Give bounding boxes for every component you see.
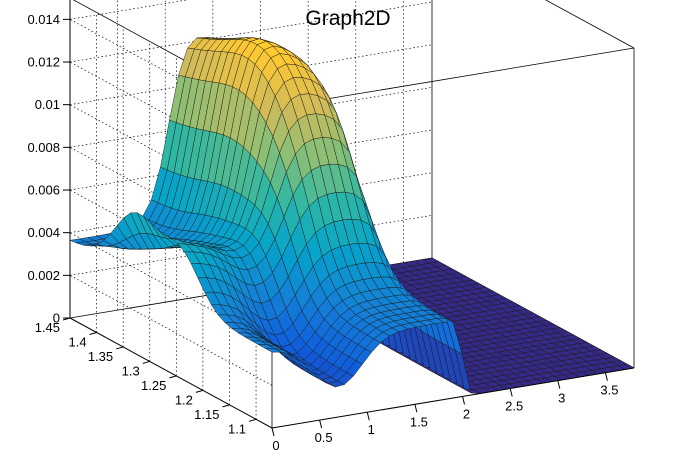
box-edge — [271, 47, 635, 109]
y-tick-label: 1.2 — [175, 392, 193, 407]
x-tick — [557, 380, 561, 389]
z-tick-label: 0.01 — [35, 97, 60, 112]
x-tick — [366, 412, 370, 421]
z-tick-label: 0.008 — [27, 140, 60, 155]
y-tick-label: 1.1 — [228, 421, 246, 436]
z-tick-label: 0.012 — [27, 55, 60, 70]
x-tick — [271, 427, 275, 437]
x-tick — [604, 372, 608, 381]
tick-labels: 00.511.522.533.51.11.151.21.251.31.351.4… — [27, 12, 618, 453]
axes — [62, 0, 635, 437]
x-tick — [319, 419, 323, 429]
chart-title: Graph2D — [305, 7, 390, 30]
x-tick-label: 1 — [368, 422, 375, 437]
x-tick-label: 3.5 — [600, 383, 618, 398]
y-tick — [169, 375, 177, 379]
y-tick — [248, 418, 257, 422]
y-tick — [116, 346, 124, 350]
box-edge — [545, 0, 635, 49]
surface-mesh — [69, 36, 635, 394]
y-tick-label: 1.15 — [194, 407, 219, 422]
x-axis-line — [271, 367, 635, 429]
y-tick-label: 1.45 — [35, 320, 60, 335]
x-tick — [414, 404, 418, 413]
x-tick-label: 1.5 — [410, 414, 428, 429]
z-tick-label: 0.014 — [27, 12, 60, 27]
y-tick-label: 1.4 — [69, 334, 87, 349]
x-tick-label: 0.5 — [315, 430, 333, 445]
y-tick — [89, 331, 97, 335]
z-tick-label: 0.002 — [27, 268, 60, 283]
z-tick-label: 0.006 — [27, 183, 60, 198]
x-tick-label: 3 — [558, 391, 565, 406]
z-tick-label: 0 — [53, 311, 60, 326]
y-tick-label: 1.35 — [88, 349, 113, 364]
x-tick — [462, 396, 466, 405]
y-tick-label: 1.25 — [141, 378, 166, 393]
x-tick-label: 0 — [272, 438, 279, 453]
y-tick — [222, 404, 230, 408]
x-tick — [509, 388, 513, 397]
y-tick-label: 1.3 — [122, 363, 140, 378]
y-tick — [195, 389, 204, 393]
x-tick-label: 2.5 — [505, 399, 523, 414]
y-tick — [142, 360, 150, 364]
grid-line-back-wall — [69, 0, 189, 20]
x-tick-label: 2 — [463, 406, 470, 421]
y-axis-line — [69, 317, 273, 429]
z-tick-label: 0.004 — [27, 225, 60, 240]
